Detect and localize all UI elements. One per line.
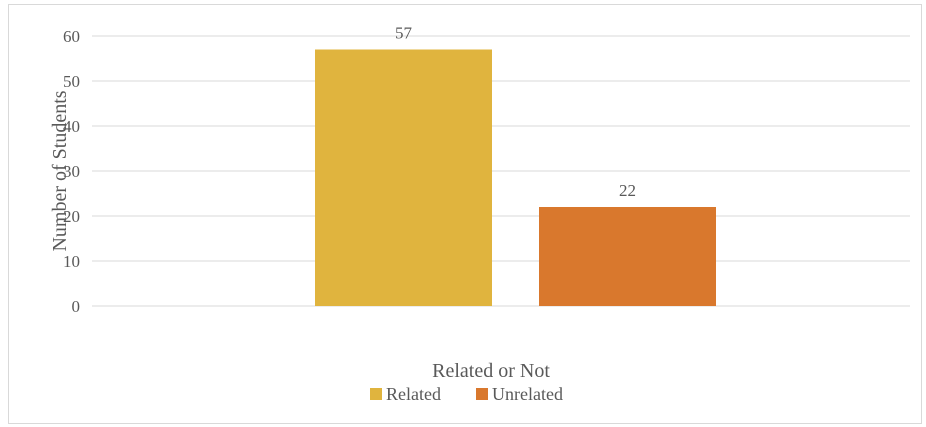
y-tick-label: 50	[63, 72, 80, 91]
y-axis-title: Number of Students	[49, 90, 71, 251]
legend-label-unrelated: Unrelated	[492, 384, 563, 404]
data-label-related: 57	[395, 24, 413, 43]
y-tick-label: 10	[63, 252, 80, 271]
y-tick-label: 40	[63, 117, 80, 136]
legend: Related Unrelated	[370, 384, 563, 404]
data-label-unrelated: 22	[619, 181, 636, 200]
legend-swatch-unrelated	[476, 388, 488, 400]
bar-related	[315, 49, 492, 306]
y-tick-label: 20	[63, 207, 80, 226]
y-tick-label: 30	[63, 162, 80, 181]
data-labels: 57 22	[395, 24, 636, 201]
y-axis-ticks: 0 10 20 30 40 50 60	[63, 27, 80, 316]
bars	[315, 49, 716, 306]
y-tick-label: 0	[72, 297, 81, 316]
bar-unrelated	[539, 207, 716, 306]
legend-label-related: Related	[386, 384, 441, 404]
gridlines	[92, 35, 910, 307]
y-tick-label: 60	[63, 27, 80, 46]
x-axis-title: Related or Not	[432, 360, 550, 382]
legend-swatch-related	[370, 388, 382, 400]
